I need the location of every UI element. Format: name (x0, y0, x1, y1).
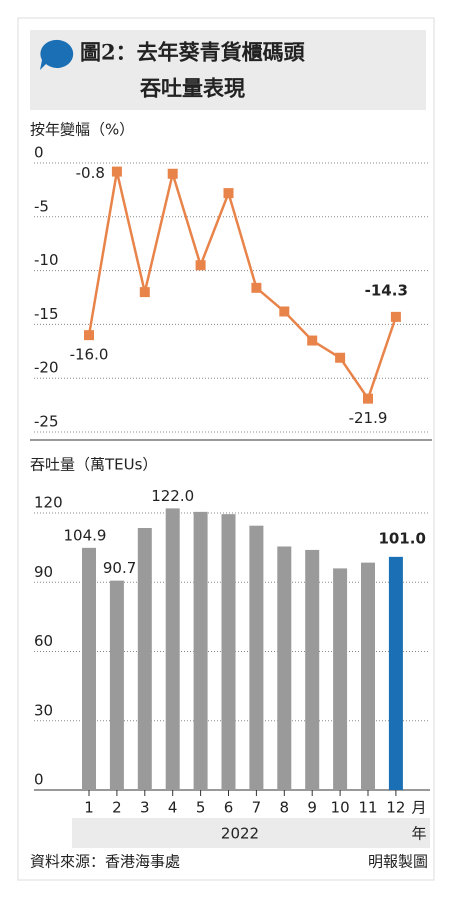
x-unit: 月 (411, 799, 426, 817)
data-label: -0.8 (76, 164, 105, 182)
x-tick-label: 6 (224, 799, 234, 817)
y-tick-label: -5 (34, 197, 49, 215)
bar (249, 525, 264, 790)
bar (277, 546, 292, 790)
x-tick-label: 5 (196, 799, 206, 817)
y-tick-label: -20 (34, 359, 59, 377)
x-tick-label: 3 (140, 799, 150, 817)
x-tick-label: 1 (84, 799, 94, 817)
point (279, 306, 290, 317)
data-label: -14.3 (365, 281, 408, 299)
y-axis-label: 吞吐量（萬TEUs） (30, 456, 157, 474)
bar (361, 562, 375, 790)
chart-title: 吞吐量表現 (140, 76, 245, 101)
data-label: 104.9 (64, 526, 107, 544)
point (307, 335, 318, 346)
point (167, 168, 178, 179)
y-tick-label: 60 (34, 632, 53, 650)
bar (82, 547, 96, 790)
y-tick-label: 90 (34, 563, 53, 581)
data-label: -21.9 (349, 409, 388, 427)
bar (221, 514, 236, 790)
point (195, 260, 206, 271)
x-tick-label: 12 (386, 799, 405, 817)
x-tick-label: 11 (358, 799, 377, 817)
x-tick-label: 8 (280, 799, 290, 817)
title-icon (40, 39, 74, 70)
bar (137, 528, 152, 790)
y-tick-label: 30 (34, 701, 53, 719)
y-axis-label: 按年變幅（%） (30, 121, 134, 139)
x-label-unit: 年 (411, 825, 426, 843)
x-tick-label: 9 (307, 799, 317, 817)
y-tick-label: 120 (34, 494, 63, 512)
bar (333, 568, 348, 790)
point (223, 188, 234, 199)
bar (305, 549, 320, 790)
y-tick-label: -25 (34, 413, 59, 431)
point (363, 393, 373, 404)
data-label: 122.0 (151, 487, 194, 505)
x-tick-label: 10 (331, 799, 350, 817)
source: 資料來源：香港海事處 (30, 853, 180, 871)
credit: 明報製圖 (368, 853, 428, 871)
y-tick-label: 0 (34, 771, 44, 789)
point (84, 330, 94, 341)
x-label: 2022 (221, 825, 259, 843)
bar (193, 511, 208, 790)
data-label: -16.0 (70, 346, 109, 364)
x-tick-label: 2 (112, 799, 122, 817)
data-label: 90.7 (103, 559, 136, 577)
point (139, 287, 150, 298)
x-tick-label: 4 (168, 799, 178, 817)
point (251, 282, 262, 293)
y-tick-label: 0 (34, 144, 44, 162)
title-box (30, 30, 426, 110)
y-tick-label: -15 (34, 305, 59, 323)
point (111, 166, 122, 177)
point (390, 311, 401, 322)
bar (165, 508, 180, 790)
line (87, 168, 398, 402)
y-tick-label: -10 (34, 251, 59, 269)
data-label: 101.0 (378, 529, 425, 547)
point (335, 352, 346, 363)
year-band (72, 818, 430, 848)
bar (388, 556, 403, 790)
x-tick-label: 7 (252, 799, 262, 817)
chart-title: 圖2：去年葵青貨櫃碼頭 (80, 40, 306, 65)
bar (109, 580, 124, 790)
